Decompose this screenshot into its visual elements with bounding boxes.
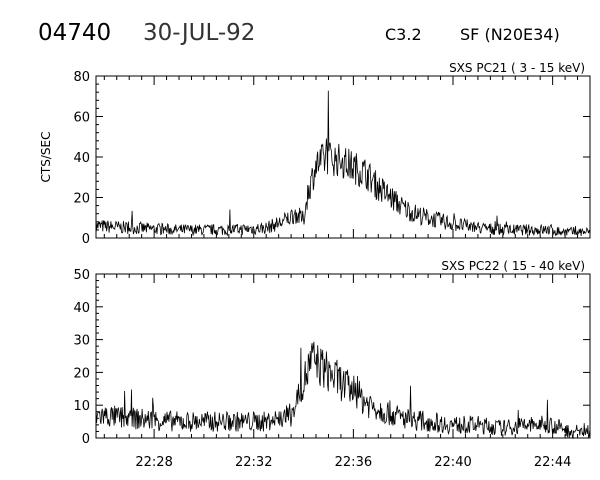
y-tick-label: 40	[73, 151, 90, 166]
x-tick-label: 22:36	[335, 455, 372, 470]
series-line	[95, 90, 591, 237]
plot-frame	[95, 75, 591, 239]
panel-title: SXS PC22 ( 15 - 40 keV)	[441, 259, 585, 273]
flare-location: SF (N20E34)	[460, 25, 560, 44]
event-id: 04740	[38, 20, 111, 46]
figure-header: 04740 30-JUL-92 C3.2 SF (N20E34)	[38, 20, 560, 46]
x-tick-label: 22:28	[135, 455, 172, 470]
plot-frame	[95, 273, 591, 439]
x-tick-label: 22:44	[534, 455, 571, 470]
panel-pc22: SXS PC22 ( 15 - 40 keV) 0 10 20 30 40 50 22:28 2…	[73, 259, 591, 470]
y-tick-label: 0	[82, 232, 90, 247]
y-tick-label: 40	[73, 301, 90, 316]
x-tick-label: 22:32	[235, 455, 272, 470]
y-tick-label: 80	[73, 70, 90, 85]
y-tick-label: 60	[73, 111, 90, 126]
x-tick-label: 22:40	[434, 455, 471, 470]
y-tick-label: 30	[73, 334, 90, 349]
y-tick-label: 20	[73, 192, 90, 207]
panel-pc21: SXS PC21 ( 3 - 15 keV) 0 20 40 60 80 CTS/SEC	[39, 61, 591, 247]
y-tick-label: 0	[82, 432, 90, 447]
series-line	[95, 341, 591, 440]
y-tick-label: 50	[73, 268, 90, 283]
y-tick-label: 20	[73, 366, 90, 381]
panel-title: SXS PC21 ( 3 - 15 keV)	[449, 61, 585, 75]
event-date: 30-JUL-92	[143, 20, 255, 46]
goes-class: C3.2	[385, 25, 422, 44]
y-tick-label: 10	[73, 399, 90, 414]
y-axis-label: CTS/SEC	[39, 132, 53, 183]
